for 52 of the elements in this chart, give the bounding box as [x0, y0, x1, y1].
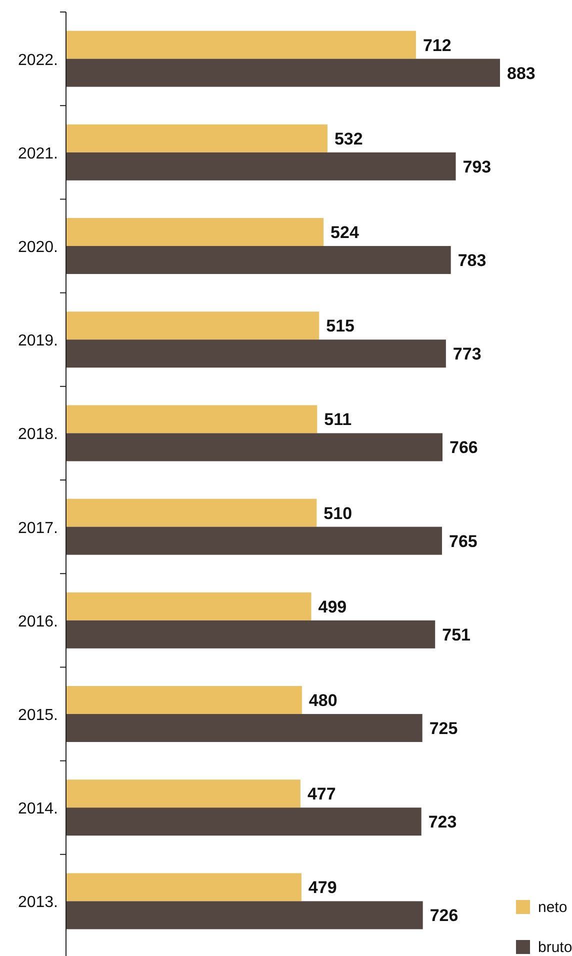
data-label: 499 — [318, 597, 347, 616]
data-label: 726 — [430, 906, 458, 926]
bar — [66, 808, 422, 836]
data-label: 712 — [422, 36, 452, 55]
data-label: 773 — [452, 344, 482, 364]
bar — [66, 246, 451, 274]
data-label: 532 — [334, 129, 363, 148]
y-tick-label: 2018. — [18, 426, 58, 444]
legend-label: neto — [538, 899, 568, 916]
bar — [66, 152, 456, 180]
bar — [66, 592, 312, 620]
bar — [66, 873, 302, 902]
data-label: 766 — [449, 438, 478, 458]
bar — [66, 218, 324, 246]
y-tick-label: 2019. — [18, 332, 58, 350]
data-label: 479 — [308, 878, 337, 898]
data-label: 515 — [326, 316, 354, 336]
data-label: 510 — [324, 504, 352, 523]
data-label: 765 — [449, 532, 478, 551]
bar — [66, 780, 300, 808]
bar — [66, 405, 318, 434]
y-tick-label: 2015. — [18, 707, 58, 724]
bar — [66, 498, 317, 527]
bar — [66, 58, 500, 87]
y-tick-label: 2016. — [18, 613, 58, 630]
bar — [66, 526, 442, 555]
data-label: 793 — [462, 157, 492, 176]
bar — [66, 686, 302, 714]
y-tick-label: 2017. — [18, 520, 58, 537]
bar — [66, 901, 423, 930]
bar — [66, 433, 442, 462]
bar — [66, 124, 328, 152]
data-label: 477 — [307, 784, 336, 804]
bar — [66, 620, 436, 648]
legend-label: bruto — [538, 939, 572, 956]
data-label: 511 — [324, 410, 352, 430]
bar — [66, 714, 422, 742]
data-label: 883 — [507, 64, 536, 83]
data-label: 751 — [442, 625, 470, 644]
bar — [66, 30, 416, 59]
y-tick-label: 2021. — [18, 145, 58, 162]
y-tick-label: 2014. — [18, 800, 58, 818]
y-tick-label: 2020. — [18, 239, 58, 256]
data-label: 524 — [330, 223, 360, 242]
data-label: 480 — [308, 691, 338, 710]
y-tick-label: 2013. — [18, 894, 58, 912]
data-label: 783 — [458, 251, 486, 270]
data-label: 723 — [428, 812, 457, 832]
bar — [66, 340, 446, 368]
bar — [66, 312, 320, 340]
y-tick-label: 2022. — [18, 52, 58, 69]
data-label: 725 — [429, 719, 458, 738]
